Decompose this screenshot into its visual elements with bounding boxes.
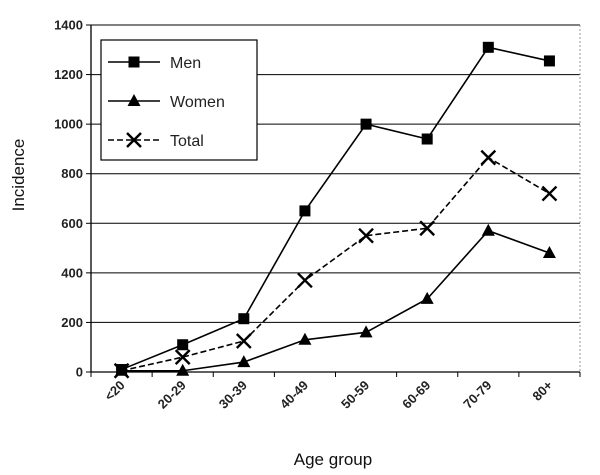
data-point-total xyxy=(113,362,130,379)
legend: Men Women Total xyxy=(100,39,258,161)
y-axis-title: Incidence xyxy=(9,139,28,212)
x-tick-label: 40-49 xyxy=(277,378,311,412)
legend-marker-total xyxy=(126,132,142,148)
y-tick-label: 600 xyxy=(61,216,83,231)
data-point-total xyxy=(358,227,374,244)
data-point-men xyxy=(421,133,433,145)
data-point-men xyxy=(543,55,555,67)
data-point-total xyxy=(174,349,191,365)
legend-label: Women xyxy=(170,94,225,111)
data-point-total xyxy=(419,220,436,237)
x-tick-label: 80+ xyxy=(529,377,555,403)
legend-label: Men xyxy=(170,55,201,72)
data-point-men xyxy=(482,41,494,53)
legend-label: Total xyxy=(170,133,204,150)
data-point-women xyxy=(420,291,434,304)
data-point-men xyxy=(299,205,311,217)
axes xyxy=(86,24,581,377)
data-point-women xyxy=(481,223,495,236)
data-point-women xyxy=(359,325,373,338)
data-point-women xyxy=(542,246,556,259)
x-tick-label: 60-69 xyxy=(399,378,433,412)
data-point-women xyxy=(237,355,251,368)
legend-item-men: Men xyxy=(108,55,201,72)
x-tick-label: 20-29 xyxy=(155,378,189,412)
y-tick-label: 1000 xyxy=(54,117,83,132)
data-point-men xyxy=(360,118,372,130)
data-point-women xyxy=(176,363,190,376)
legend-marker-men xyxy=(128,56,140,68)
series xyxy=(113,41,558,379)
series-total xyxy=(113,149,558,379)
data-point-total xyxy=(297,272,313,289)
y-tick-label: 1400 xyxy=(54,18,83,33)
y-tick-label: 200 xyxy=(61,315,83,330)
x-tick-label: 50-59 xyxy=(338,378,372,412)
legend-item-total: Total xyxy=(108,132,204,150)
series-line-men xyxy=(121,46,550,371)
y-tick-label: 1200 xyxy=(54,67,83,82)
data-point-total xyxy=(541,185,558,202)
series-line-women xyxy=(121,229,550,372)
x-tick-label: 70-79 xyxy=(460,378,494,412)
legend-item-women: Women xyxy=(108,94,225,111)
legend-marker-women xyxy=(127,94,141,106)
x-tick-label: 30-39 xyxy=(216,378,250,412)
data-point-men xyxy=(177,339,189,351)
x-axis-title: Age group xyxy=(294,450,372,469)
y-tick-label: 800 xyxy=(61,166,83,181)
series-women xyxy=(115,223,556,376)
data-point-total xyxy=(480,149,497,166)
y-tick-label: 0 xyxy=(76,365,83,380)
x-tick-label: <20 xyxy=(101,378,127,404)
series-line-total xyxy=(121,156,550,372)
data-point-total xyxy=(235,333,252,349)
y-tick-label: 400 xyxy=(61,265,83,280)
data-point-men xyxy=(238,313,250,325)
data-point-women xyxy=(298,332,312,345)
